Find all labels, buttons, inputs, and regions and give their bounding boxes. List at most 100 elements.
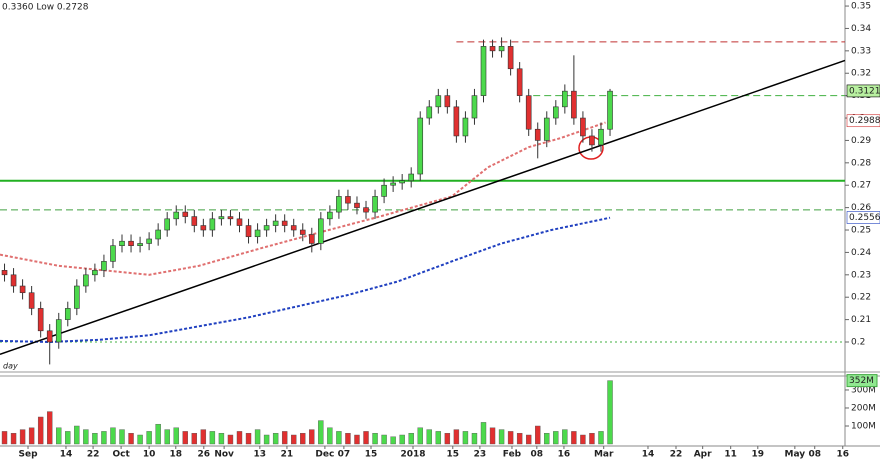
candle-body — [516, 68, 523, 96]
candle-body — [543, 117, 550, 141]
volume-bar — [47, 411, 53, 445]
volume-bar — [74, 425, 80, 445]
volume-label-box — [846, 374, 878, 388]
candle-body — [46, 330, 53, 343]
price-label-box — [846, 84, 880, 98]
volume-bar — [182, 431, 188, 445]
x-tick-label: 21 — [281, 450, 294, 460]
volume-bar — [327, 427, 333, 445]
candle-body — [191, 216, 198, 226]
candle-body — [525, 95, 532, 130]
volume-bar — [10, 432, 17, 445]
candle-body — [272, 220, 279, 226]
price-label-box — [846, 211, 880, 224]
x-tick-label: 15 — [447, 450, 460, 460]
volume-bar — [227, 434, 234, 445]
volume-bar — [544, 432, 550, 445]
volume-bar — [553, 431, 559, 445]
y-tick-label: 100M — [851, 421, 876, 431]
candle-body — [372, 196, 378, 213]
candle-body — [607, 90, 613, 130]
candle-body — [146, 238, 152, 244]
y-tick-label: 0.33 — [851, 46, 871, 56]
volume-bar — [336, 431, 342, 445]
volume-bar — [390, 436, 396, 445]
candle-body — [299, 229, 306, 235]
candle-body — [553, 106, 559, 119]
volume-bar — [37, 416, 44, 445]
volume-bar — [471, 432, 478, 445]
candle-body — [236, 218, 243, 226]
candle-body — [480, 46, 487, 96]
x-tick-label: 18 — [170, 450, 183, 460]
x-tick-label: 08 — [808, 450, 821, 460]
candle-body — [363, 207, 369, 213]
moving-average — [0, 216, 611, 344]
candle-body — [399, 180, 405, 184]
volume-bar — [128, 432, 134, 445]
volume-bar — [507, 431, 514, 445]
x-tick-label: Nov — [214, 450, 234, 460]
volume-bar — [589, 432, 595, 445]
candle-body — [589, 135, 595, 146]
x-tick-label: 14 — [60, 450, 73, 460]
candle-body — [290, 225, 297, 231]
x-tick-label: Dec — [315, 450, 334, 460]
candle-body — [119, 240, 125, 246]
volume-bar — [480, 422, 487, 445]
volume-bar — [345, 432, 351, 445]
candle-body — [453, 106, 460, 137]
volume-bar — [56, 427, 62, 445]
candle-body — [155, 229, 161, 240]
volume-bar — [137, 434, 143, 445]
volume-bar — [263, 434, 270, 445]
y-tick-label: 0.35 — [851, 2, 871, 12]
candle-body — [462, 117, 469, 137]
candle-body — [417, 117, 424, 175]
candle-body — [263, 225, 270, 231]
candle-body — [28, 292, 35, 309]
volume-bar — [119, 429, 125, 445]
x-tick-label: 07 — [338, 450, 351, 460]
y-tick-label: 0.25 — [851, 226, 871, 236]
volume-bar — [598, 431, 604, 445]
volume-bar — [426, 429, 432, 445]
volume-bar — [417, 427, 423, 445]
candle-body — [92, 270, 98, 276]
candle-body — [1, 270, 8, 276]
candle-body — [471, 95, 478, 119]
x-tick-label: 16 — [558, 450, 571, 460]
candle-body — [182, 211, 189, 217]
volume-bar — [571, 431, 577, 445]
candle-body — [37, 308, 44, 332]
candle-body — [110, 245, 116, 262]
volume-bar — [607, 380, 613, 445]
volume-bar — [209, 431, 216, 445]
x-tick-label: 19 — [752, 450, 765, 460]
x-tick-label: 16 — [836, 450, 849, 460]
x-tick-label: 26 — [198, 450, 211, 460]
volume-bar — [272, 432, 279, 445]
candle-body — [390, 182, 396, 186]
volume-bar — [291, 434, 297, 445]
candle-body — [354, 202, 360, 208]
volume-bar — [309, 429, 315, 445]
y-tick-label: 0.29 — [851, 136, 871, 146]
candle-body — [64, 308, 71, 320]
y-tick-label: 0.22 — [851, 293, 871, 303]
x-tick-label: Oct — [112, 450, 130, 460]
volume-bar — [498, 429, 505, 445]
candle-body — [571, 90, 577, 119]
price-label: 0.2988 — [849, 116, 880, 126]
candle-body — [209, 218, 216, 231]
candle-body — [227, 216, 234, 220]
price-label: 0.2556 — [849, 213, 880, 223]
volume-bar — [444, 432, 451, 445]
candle-body — [83, 274, 89, 287]
x-tick-label: 22 — [670, 450, 683, 460]
candle-body — [200, 225, 207, 231]
candle-body — [444, 95, 451, 108]
candle-body — [218, 216, 225, 220]
volume-bar — [28, 427, 35, 445]
x-tick-label: 11 — [724, 450, 737, 460]
